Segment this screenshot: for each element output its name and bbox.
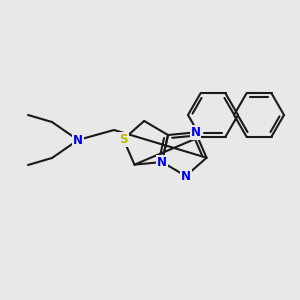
- Text: N: N: [181, 169, 191, 182]
- Text: N: N: [157, 155, 167, 169]
- Text: N: N: [157, 155, 167, 169]
- Text: N: N: [190, 126, 200, 139]
- Text: S: S: [119, 133, 128, 146]
- Text: N: N: [73, 134, 83, 146]
